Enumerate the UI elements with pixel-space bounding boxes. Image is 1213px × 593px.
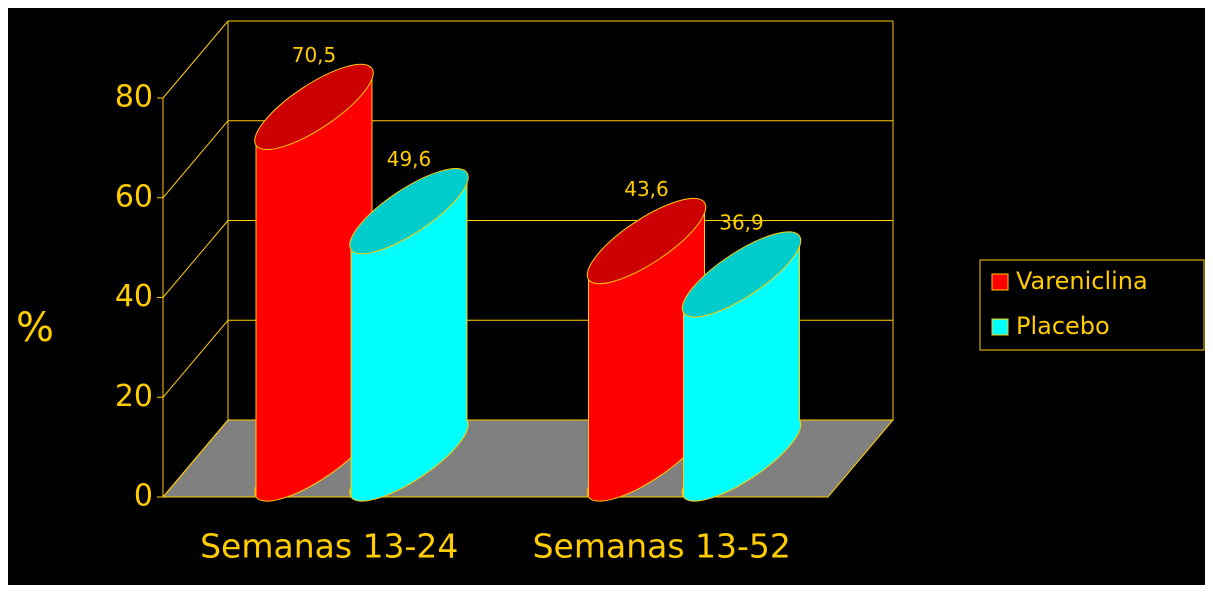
cylinder <box>349 167 469 502</box>
value-label: 43,6 <box>624 177 669 201</box>
legend-swatch <box>991 318 1009 336</box>
grid-line <box>162 220 229 298</box>
grid-line <box>162 20 229 99</box>
cylinder-part <box>681 231 802 318</box>
grid-line <box>162 319 229 398</box>
cylinder-part <box>254 63 374 151</box>
value-label: 49,6 <box>387 147 432 171</box>
cylinder-part <box>256 68 372 497</box>
cylinder-part <box>349 167 469 255</box>
y-axis-label: % <box>16 305 54 351</box>
legend-label: Placebo <box>1016 312 1110 340</box>
value-label: 36,9 <box>719 210 764 234</box>
cylinder <box>254 63 374 502</box>
cylinder-part <box>586 197 707 285</box>
legend-swatch <box>991 273 1009 291</box>
x-tick-label: Semanas 13-24 <box>200 527 458 566</box>
cylinder <box>681 231 802 502</box>
cylinder <box>586 197 707 502</box>
y-tick-label: 20 <box>115 379 153 414</box>
y-tick-label: 40 <box>115 279 153 314</box>
grid-line <box>162 120 229 199</box>
cylinder-part <box>351 172 467 497</box>
y-tick-label: 60 <box>115 179 153 214</box>
legend-label: Vareniclina <box>1016 267 1148 295</box>
legend-box <box>979 259 1205 351</box>
x-tick-label: Semanas 13-52 <box>533 527 791 566</box>
y-tick-label: 0 <box>134 479 153 514</box>
grid-line <box>162 419 229 498</box>
value-label: 70,5 <box>292 43 337 67</box>
y-tick-label: 80 <box>115 80 153 115</box>
